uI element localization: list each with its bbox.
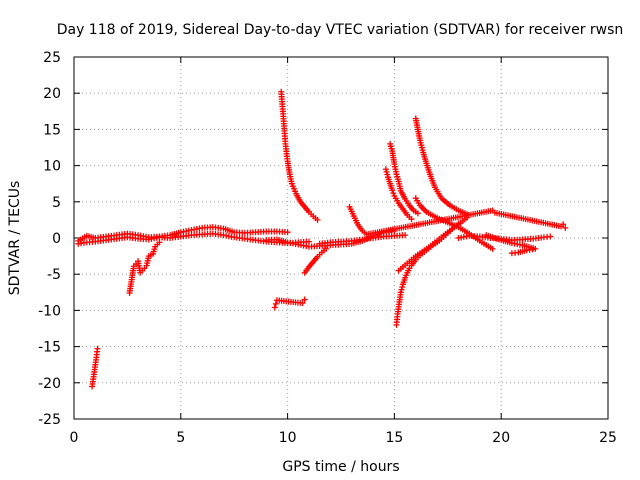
y-tick-label: -20 <box>38 376 61 392</box>
data-point <box>272 300 279 307</box>
data-point <box>547 233 554 240</box>
data-point <box>305 238 312 245</box>
data-point <box>397 289 404 296</box>
y-tick-label: -15 <box>38 340 61 356</box>
x-tick-label: 25 <box>599 430 617 446</box>
y-tick-label: -5 <box>47 267 61 283</box>
data-point <box>94 345 101 352</box>
data-point <box>560 221 567 228</box>
data-point <box>314 216 321 223</box>
data-points <box>75 88 569 390</box>
x-axis-label: GPS time / hours <box>282 459 399 475</box>
y-tick-label: 25 <box>43 50 61 66</box>
x-tick-label: 10 <box>279 430 297 446</box>
y-axis-label: SDTVAR / TECUs <box>7 181 23 296</box>
y-tick-label: 10 <box>43 159 61 175</box>
x-tick-label: 5 <box>176 430 185 446</box>
x-tick-label: 15 <box>385 430 403 446</box>
y-tick-label: -25 <box>38 412 61 428</box>
y-tick-label: 0 <box>52 231 61 247</box>
y-tick-label: 20 <box>43 86 61 102</box>
data-point <box>323 245 330 252</box>
data-point <box>532 245 539 252</box>
y-tick-label: 15 <box>43 122 61 138</box>
data-point <box>156 239 163 246</box>
data-point <box>383 168 390 175</box>
data-point <box>390 190 397 197</box>
data-point <box>299 300 306 307</box>
data-point <box>389 187 396 194</box>
x-tick-label: 20 <box>492 430 510 446</box>
y-tick-label: -10 <box>38 303 61 319</box>
data-point <box>402 232 409 239</box>
data-point <box>408 216 415 223</box>
data-point <box>382 166 389 173</box>
data-point <box>284 229 291 236</box>
chart-title: Day 118 of 2019, Sidereal Day-to-day VTE… <box>57 22 624 38</box>
data-point <box>301 296 308 303</box>
axis-ticks: 0 5 10 15 20 25 -25 -20 -15 -10 -5 0 5 10 15 20 25 <box>38 50 617 446</box>
x-tick-label: 0 <box>70 430 79 446</box>
data-point <box>271 304 278 311</box>
data-point <box>414 210 421 217</box>
data-point <box>398 286 405 293</box>
y-tick-label: 5 <box>52 195 61 211</box>
data-point <box>489 245 496 252</box>
data-point <box>384 171 391 178</box>
data-point <box>562 224 569 231</box>
data-point <box>399 283 406 290</box>
